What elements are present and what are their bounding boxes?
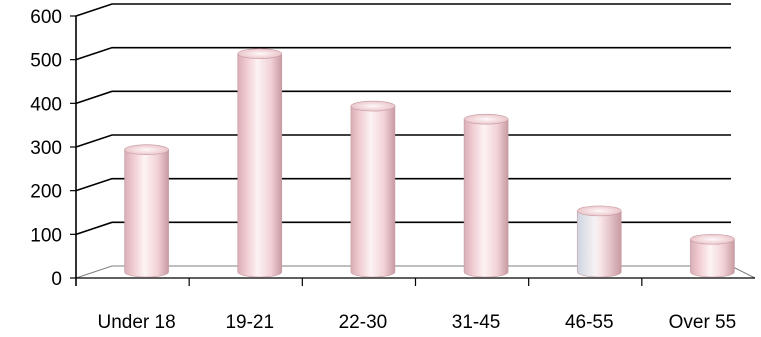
bar [690, 233, 735, 278]
x-axis-ticks: Under 18 19-21 22-30 31-45 46-55 Over 55 [97, 278, 736, 333]
grid-lines [75, 3, 731, 236]
bar [237, 48, 283, 278]
y-tick-label: 300 [30, 138, 62, 159]
y-tick-label: 100 [30, 225, 62, 246]
bars [124, 48, 735, 278]
bar [350, 100, 396, 278]
x-tick-label: Under 18 [97, 312, 175, 333]
grid-line [75, 3, 731, 17]
x-tick-label: 19-21 [225, 312, 274, 333]
x-tick-label: 31-45 [452, 312, 501, 333]
x-tick-label: 22-30 [339, 312, 388, 333]
bar [463, 113, 509, 278]
y-axis-ticks: 0 100 200 300 400 500 600 [30, 7, 76, 290]
y-tick-label: 600 [30, 7, 62, 28]
chart-floor [75, 265, 756, 279]
y-tick-label: 400 [30, 94, 62, 115]
y-tick-label: 500 [30, 51, 62, 72]
y-tick-label: 0 [51, 269, 62, 290]
x-tick-label: 46-55 [565, 312, 614, 333]
grid-line [75, 134, 731, 148]
x-tick-label: Over 55 [669, 312, 737, 333]
grid-line [75, 221, 731, 236]
grid-line [75, 177, 731, 192]
grid-line [75, 90, 731, 105]
bar [124, 144, 169, 278]
bar [576, 205, 622, 278]
y-tick-label: 200 [30, 182, 62, 203]
axes [75, 16, 756, 286]
grid-line [75, 46, 731, 61]
